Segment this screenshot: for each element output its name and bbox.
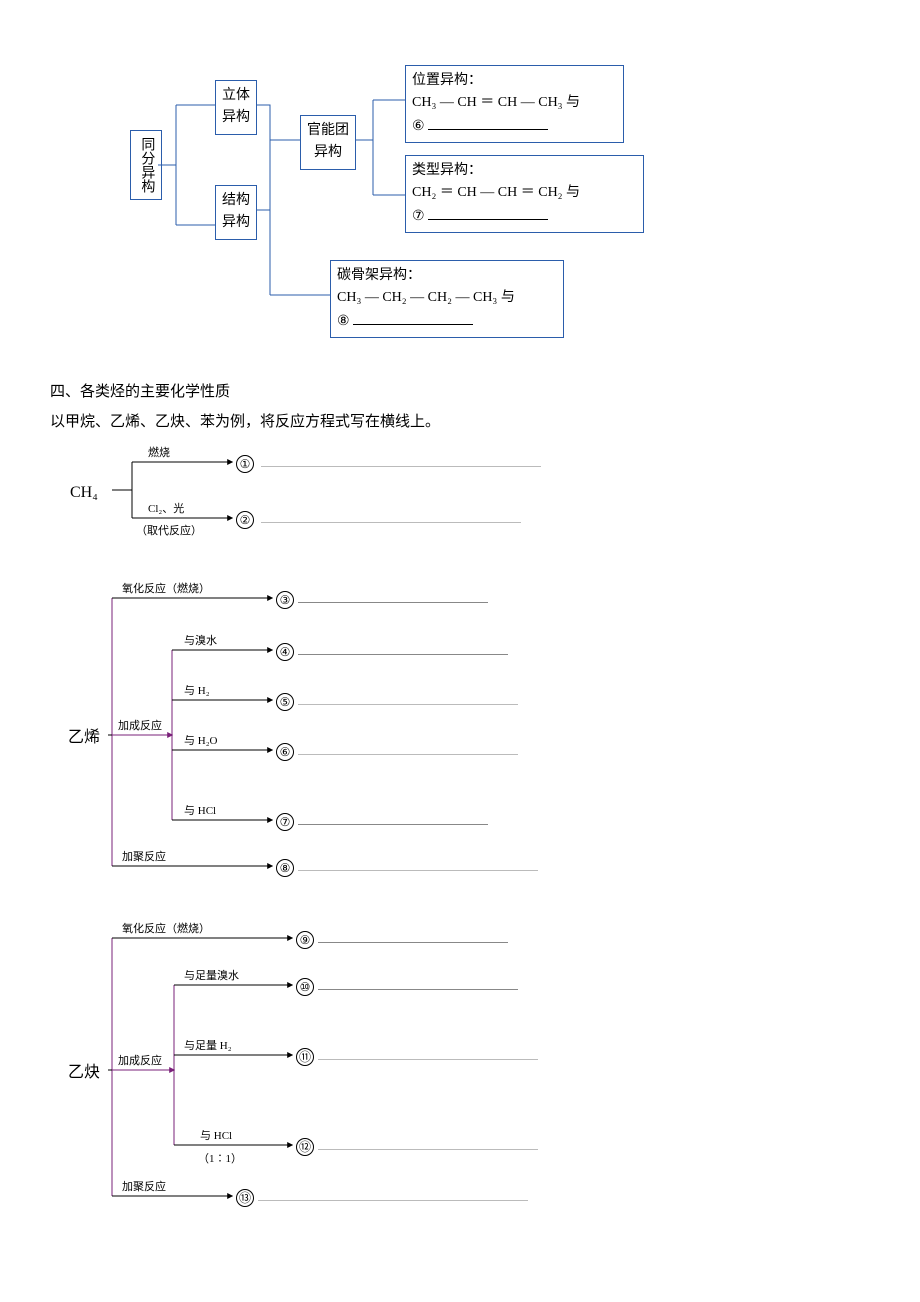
ethene-r7-num: ⑦ bbox=[276, 813, 294, 831]
ch4-r1-label: 燃烧 bbox=[148, 447, 170, 459]
ethyne-tree: 乙炔 氧化反应（燃烧） ⑨ 与足量溴水 ⑩ 与足量 H₂ ⑪ 加成反应 与 HC… bbox=[50, 920, 870, 1220]
ch4-r2-label-top: Cl₂、光 bbox=[148, 503, 184, 515]
ethene-addition-label: 加成反应 bbox=[118, 718, 162, 736]
section-4-sub: 以甲烷、乙烯、乙炔、苯为例，将反应方程式写在横线上。 bbox=[50, 410, 870, 434]
ethene-r8-label: 加聚反应 bbox=[122, 851, 166, 863]
ethyne-r12-label-top: 与 HCl bbox=[200, 1130, 232, 1142]
ethene-r8-num: ⑧ bbox=[276, 859, 294, 877]
ethyne-r9-num: ⑨ bbox=[296, 931, 314, 949]
ethyne-r10-label: 与足量溴水 bbox=[184, 970, 239, 982]
tree-svg bbox=[130, 40, 730, 360]
ethyne-r13-num: ⑬ bbox=[236, 1189, 254, 1207]
ch4-r2-label-bot: （取代反应） bbox=[136, 525, 202, 537]
ch4-r1-num: ① bbox=[236, 455, 254, 473]
ethene-r6-label: 与 H₂O bbox=[184, 735, 217, 747]
ethyne-addition-label: 加成反应 bbox=[118, 1053, 162, 1071]
ch4-r2-num: ② bbox=[236, 511, 254, 529]
ethyne-r11-label: 与足量 H₂ bbox=[184, 1040, 232, 1052]
ethyne-r12-num: ⑫ bbox=[296, 1138, 314, 1156]
section-4-title: 四、各类烃的主要化学性质 bbox=[50, 380, 870, 404]
ethene-r3-num: ③ bbox=[276, 591, 294, 609]
ethyne-r10-num: ⑩ bbox=[296, 978, 314, 996]
ethene-tree: 乙烯 氧化反应（燃烧） ③ 与溴水 ④ 与 H₂ ⑤ 加成反应 与 H₂O ⑥ … bbox=[50, 580, 870, 890]
ethyne-r9-label: 氧化反应（燃烧） bbox=[122, 923, 210, 935]
ethene-r5-label: 与 H₂ bbox=[184, 685, 210, 697]
ethene-r7-label: 与 HCl bbox=[184, 805, 216, 817]
ethyne-r13-label: 加聚反应 bbox=[122, 1181, 166, 1193]
ch4-tree: CH₄ 燃烧 ① Cl₂、光 （取代反应） ② bbox=[50, 440, 870, 550]
ethene-r4-label: 与溴水 bbox=[184, 635, 217, 647]
ethene-r6-num: ⑥ bbox=[276, 743, 294, 761]
ethyne-r12-label-bot: （1∶1） bbox=[198, 1153, 242, 1165]
ethene-r5-num: ⑤ bbox=[276, 693, 294, 711]
isomer-tree: 同分异构 立体异构 结构异构 官能团异构 位置异构： CH₃ — CH ＝ CH… bbox=[130, 40, 870, 360]
ethene-r4-num: ④ bbox=[276, 643, 294, 661]
ethene-r3-label: 氧化反应（燃烧） bbox=[122, 583, 210, 595]
ethyne-r11-num: ⑪ bbox=[296, 1048, 314, 1066]
